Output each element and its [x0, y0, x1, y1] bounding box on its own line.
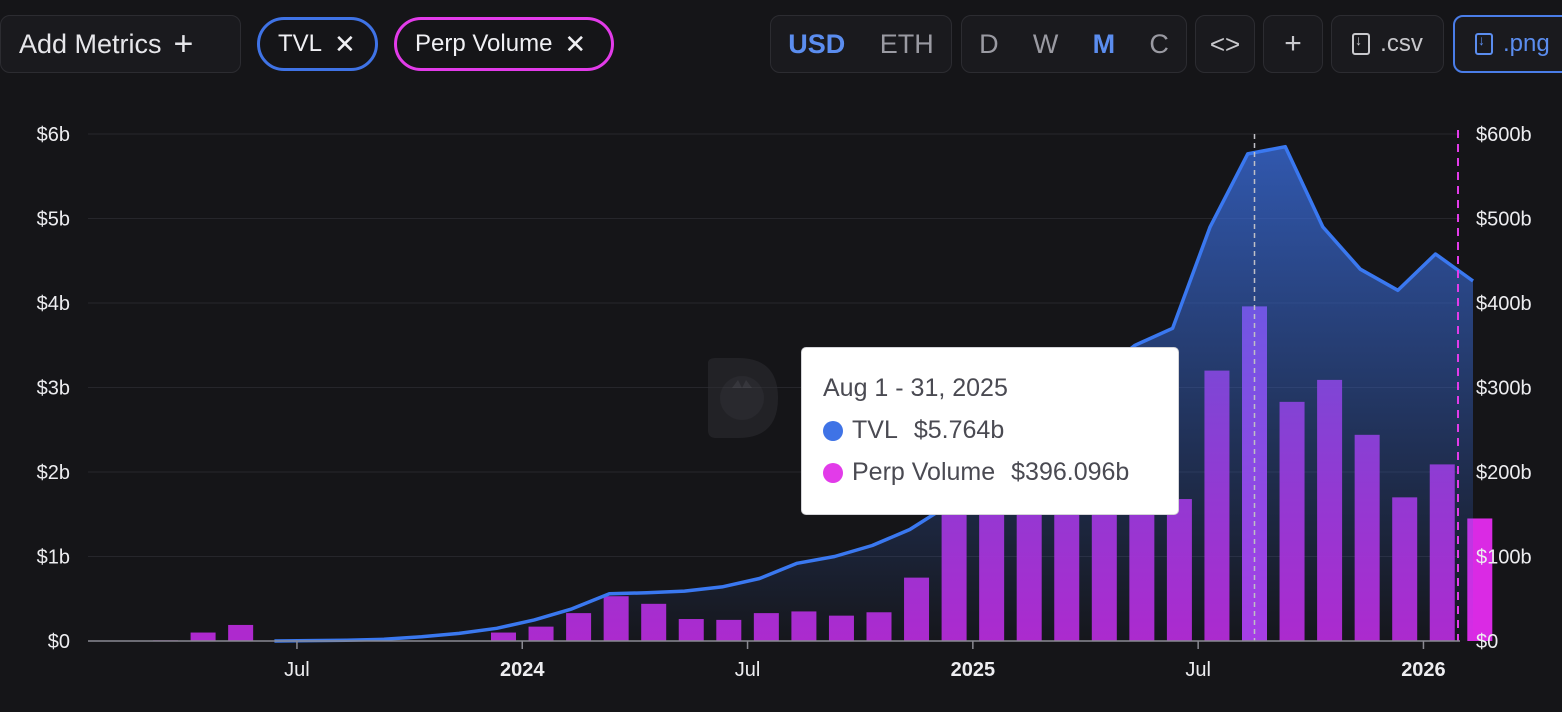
x-tick-label: 2025: [951, 659, 996, 681]
download-png-button[interactable]: .png: [1453, 15, 1562, 73]
tooltip-date: Aug 1 - 31, 2025: [823, 374, 1008, 402]
period-toggle: D W M C: [961, 15, 1187, 73]
y-right-tick-label: $600b: [1476, 124, 1532, 146]
x-tick-label: 2024: [500, 659, 545, 681]
metric-chip-tvl[interactable]: TVL ✕: [257, 17, 378, 71]
x-tick-label: 2026: [1401, 659, 1446, 681]
tooltip-series-value: $396.096b: [1011, 458, 1130, 486]
tooltip-series-value: $5.764b: [913, 416, 1005, 444]
metric-chip-label: Perp Volume: [415, 30, 553, 57]
y-right-tick-label: $400b: [1476, 293, 1532, 315]
currency-toggle: USD ETH: [770, 15, 952, 73]
tvl-area: [274, 146, 1473, 641]
tooltip-series-name: TVL: [852, 416, 898, 444]
y-right-tick-label: $300b: [1476, 378, 1532, 400]
watermark-logo-icon: [708, 358, 778, 438]
y-left-tick-label: $2b: [37, 462, 70, 484]
chart-tooltip: Aug 1 - 31, 2025 TVL $5.764b Perp Volume…: [801, 347, 1179, 515]
y-left-tick-label: $6b: [37, 124, 70, 146]
y-left-tick-label: $0: [48, 631, 70, 653]
metric-chip-perp-volume[interactable]: Perp Volume ✕: [394, 17, 614, 71]
period-option-day[interactable]: D: [979, 28, 999, 59]
chart-toolbar: Add Metrics + TVL ✕ Perp Volume ✕ USD ET…: [0, 0, 1562, 90]
perp-volume-bar[interactable]: [228, 624, 254, 641]
y-left-tick-label: $5b: [37, 209, 70, 231]
tvl-legend-dot-icon: [823, 420, 843, 441]
x-axis-ticks: Jul 2024 Jul 2025 Jul 2026: [284, 641, 1446, 681]
plus-icon: +: [1284, 27, 1302, 60]
download-icon: [1475, 32, 1493, 55]
png-label: .png: [1503, 30, 1550, 57]
perp-volume-bar[interactable]: [190, 632, 216, 641]
download-csv-button[interactable]: .csv: [1331, 15, 1444, 73]
code-icon: <>: [1209, 28, 1241, 59]
y-right-tick-label: $500b: [1476, 209, 1532, 231]
perp-volume-legend-dot-icon: [823, 462, 843, 483]
y-right-tick-label: $200b: [1476, 462, 1532, 484]
x-tick-label: Jul: [284, 659, 310, 681]
y-right-tick-label: $0: [1476, 631, 1498, 653]
y-left-tick-label: $3b: [37, 378, 70, 400]
csv-label: .csv: [1380, 30, 1423, 57]
add-chart-button[interactable]: +: [1263, 15, 1323, 73]
metric-chip-label: TVL: [278, 30, 323, 57]
tooltip-row-tvl: TVL $5.764b: [823, 416, 1158, 445]
x-tick-label: Jul: [1185, 659, 1211, 681]
currency-option-usd[interactable]: USD: [788, 28, 846, 59]
y-right-tick-label: $100b: [1476, 547, 1532, 569]
y-left-tick-label: $4b: [37, 293, 70, 315]
period-option-week[interactable]: W: [1032, 28, 1059, 59]
tooltip-series-name: Perp Volume: [852, 458, 996, 486]
currency-option-eth[interactable]: ETH: [879, 28, 934, 59]
y-axis-right: $0 $100b $200b $300b $400b $500b $600b: [1476, 124, 1532, 653]
y-left-tick-label: $1b: [37, 547, 70, 569]
close-icon[interactable]: ✕: [564, 29, 587, 59]
tooltip-row-perp-volume: Perp Volume $396.096b: [823, 458, 1158, 487]
x-tick-label: Jul: [735, 659, 761, 681]
add-metrics-button[interactable]: Add Metrics +: [0, 15, 241, 73]
plus-icon: +: [173, 25, 194, 63]
embed-button[interactable]: <>: [1195, 15, 1255, 73]
tvl-line: [274, 144, 1475, 643]
close-icon[interactable]: ✕: [334, 29, 356, 59]
download-icon: [1352, 32, 1371, 55]
add-metrics-label: Add Metrics: [19, 28, 162, 59]
period-option-cumulative[interactable]: C: [1149, 28, 1169, 59]
y-axis-left: $0 $1b $2b $3b $4b $5b $6b: [37, 124, 70, 653]
period-option-month[interactable]: M: [1092, 28, 1116, 59]
